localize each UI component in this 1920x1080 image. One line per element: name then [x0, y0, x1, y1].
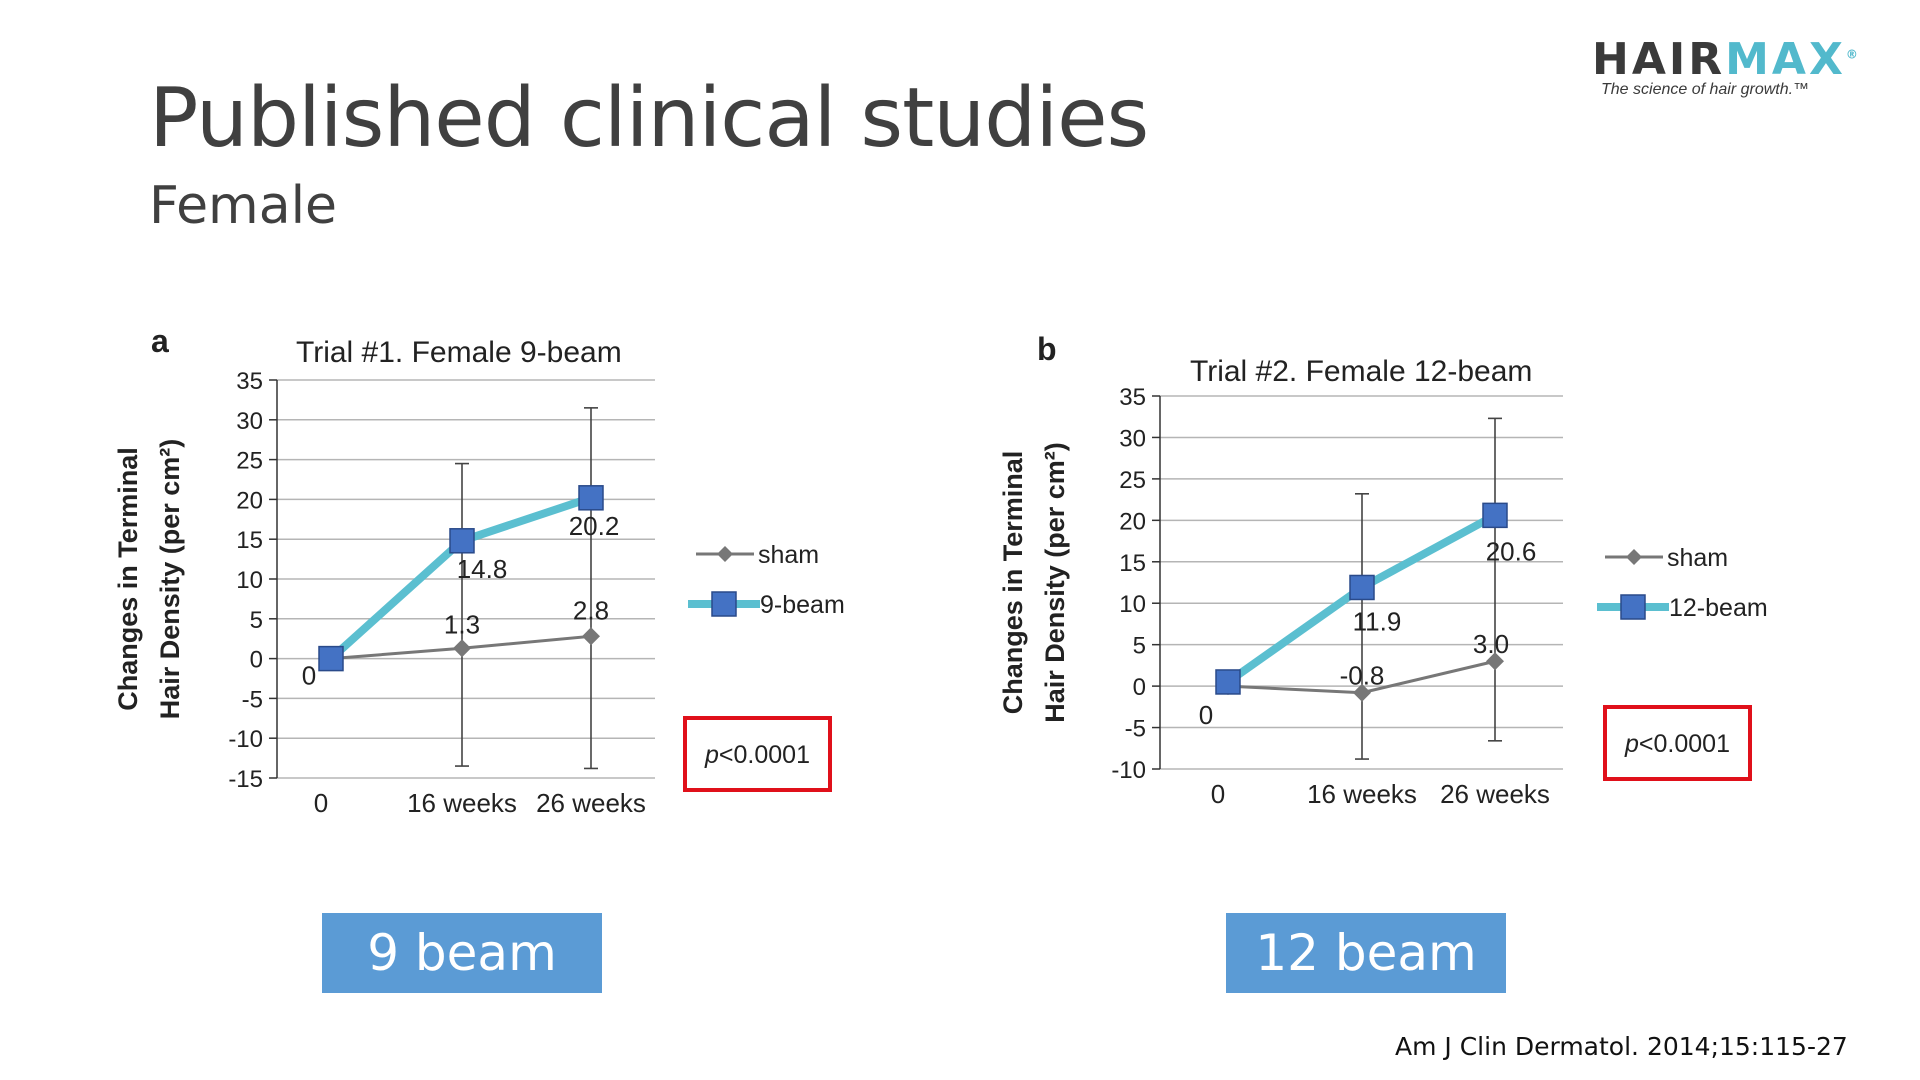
logo-wordmark: HAIRMAX®	[1592, 38, 1861, 82]
legend-label-sham: sham	[758, 541, 819, 569]
y-tick-label: 30	[236, 408, 263, 435]
y-tick-label: -5	[242, 686, 263, 713]
data-label: 20.6	[1486, 536, 1537, 566]
legend-label-sham: sham	[1667, 544, 1728, 572]
legend-marker-beam	[1620, 594, 1646, 620]
y-axis-label-line2: Hair Density (per cm²)	[1040, 442, 1070, 723]
logo-max-text: MAX	[1725, 34, 1846, 85]
y-tick-label: 20	[1119, 508, 1146, 535]
y-tick-label: 10	[1119, 591, 1146, 618]
legend-marker-sham	[717, 546, 733, 562]
beam-point	[578, 485, 604, 511]
x-tick-label: 26 weeks	[1440, 779, 1550, 809]
panel-label: b	[1037, 331, 1057, 367]
y-tick-label: 10	[236, 567, 263, 594]
y-tick-label: 0	[250, 647, 263, 674]
twelve-beam-button[interactable]: 12 beam	[1226, 913, 1506, 993]
page-subtitle: Female	[149, 176, 338, 236]
y-axis-label-line1: Changes in Terminal	[998, 451, 1028, 715]
logo-hair-text: HAIR	[1592, 34, 1726, 85]
y-tick-label: 25	[1119, 467, 1146, 494]
x-tick-label: 26 weeks	[536, 788, 646, 818]
y-tick-label: -15	[228, 766, 263, 793]
chart-title: Trial #1. Female 9-beam	[296, 336, 622, 369]
pvalue-box	[683, 716, 832, 792]
legend-marker-sham	[1626, 549, 1642, 565]
pvalue-text: p<0.0001	[704, 741, 810, 769]
citation: Am J Clin Dermatol. 2014;15:115-27	[1395, 1032, 1848, 1061]
y-tick-label: 5	[250, 607, 263, 634]
data-label: 1.3	[444, 609, 480, 639]
y-tick-label: -10	[1111, 757, 1146, 784]
y-tick-label: -10	[228, 726, 263, 753]
panel-label: a	[151, 323, 169, 359]
y-tick-label: 35	[1119, 384, 1146, 411]
pvalue-text: p<0.0001	[1624, 730, 1730, 758]
y-tick-label: 15	[1119, 550, 1146, 577]
data-label: -0.8	[1340, 661, 1385, 691]
legend-label-beam: 12-beam	[1669, 594, 1768, 622]
legend-label-beam: 9-beam	[760, 591, 845, 619]
y-tick-label: 5	[1133, 633, 1146, 660]
data-label: 20.2	[569, 511, 620, 541]
y-tick-label: 35	[236, 368, 263, 395]
legend-marker-beam	[711, 591, 737, 617]
data-label: 3.0	[1473, 629, 1509, 659]
beam-point	[1349, 574, 1375, 601]
nine-beam-button[interactable]: 9 beam	[322, 913, 602, 993]
y-axis-label-line1: Changes in Terminal	[113, 447, 143, 711]
sham-point	[582, 627, 600, 646]
y-tick-label: 25	[236, 448, 263, 475]
data-label: 2.8	[573, 595, 609, 625]
sham-point	[1486, 652, 1504, 671]
pvalue-box	[1603, 705, 1752, 781]
x-tick-label: 0	[314, 788, 328, 818]
chart-title: Trial #2. Female 12-beam	[1190, 355, 1532, 388]
data-label: 14.8	[457, 554, 508, 584]
beam-point	[318, 645, 344, 672]
data-label: 0	[302, 661, 316, 691]
beam-point	[1215, 669, 1241, 695]
y-tick-label: -5	[1125, 716, 1146, 743]
data-label: 0	[1199, 700, 1213, 730]
beam-point	[449, 528, 475, 554]
x-tick-label: 0	[1211, 779, 1225, 809]
x-tick-label: 16 weeks	[1307, 779, 1417, 809]
y-tick-label: 0	[1133, 674, 1146, 701]
y-tick-label: 30	[1119, 425, 1146, 452]
data-label: 11.9	[1353, 606, 1402, 636]
logo-tagline: The science of hair growth.™	[1601, 81, 1810, 98]
y-tick-label: 20	[236, 487, 263, 514]
beam-point	[1482, 502, 1508, 529]
sham-point	[453, 639, 471, 658]
logo-registered-mark: ®	[1845, 47, 1861, 62]
x-tick-label: 16 weeks	[407, 788, 517, 818]
hairmax-logo: HAIRMAX® The science of hair growth.™	[1592, 38, 1872, 108]
page-title: Published clinical studies	[149, 71, 1149, 166]
sham-point	[1353, 683, 1371, 702]
y-tick-label: 15	[236, 527, 263, 554]
y-axis-label-line2: Hair Density (per cm²)	[155, 439, 185, 720]
